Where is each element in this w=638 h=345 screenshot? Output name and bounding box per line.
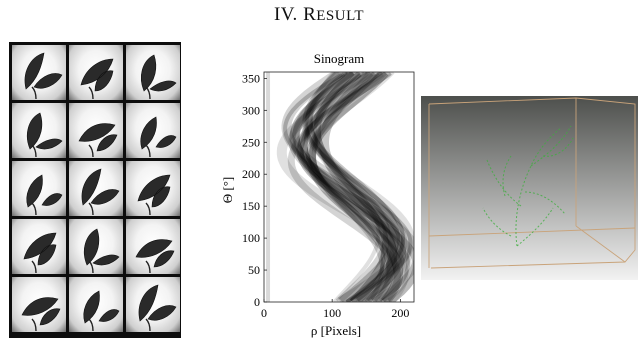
y-tick-label: 350 — [242, 71, 260, 85]
leaf-projection-cell — [12, 45, 66, 100]
leaf-projection-cell — [126, 219, 180, 274]
leaf-projection-cell — [69, 161, 123, 216]
sinogram-band — [287, 72, 402, 302]
leaf-projection-cell — [12, 219, 66, 274]
y-tick-label: 200 — [242, 167, 260, 181]
sinogram-band — [300, 72, 396, 302]
y-axis-ticks: 0 50 100 150 200 250 300 350 — [242, 71, 267, 309]
y-tick-label: 50 — [248, 263, 260, 277]
sinogram-chart: Sinogram 0 50 100 150 200 250 300 350 0 100 200 Θ… — [220, 51, 415, 338]
leaf-projection-cell — [12, 103, 66, 158]
x-tick-label: 100 — [323, 306, 341, 320]
sinogram-band — [276, 72, 413, 302]
bounding-box — [428, 97, 636, 269]
sinogram-band — [288, 72, 414, 302]
leaf-silhouette — [140, 116, 177, 158]
leaf-projection-cell — [12, 277, 66, 332]
leaf-projection-cell — [69, 219, 123, 274]
x-tick-label: 0 — [261, 306, 267, 320]
sinogram-figure: Sinogram 0 50 100 150 200 250 300 350 0 100 200 Θ… — [218, 42, 418, 340]
leaf-silhouette — [26, 174, 63, 216]
section-title-initial: R — [303, 4, 317, 25]
plant-strand — [486, 159, 522, 207]
y-tick-label: 150 — [242, 199, 260, 213]
sinogram-band — [311, 72, 385, 302]
sinogram-streak — [266, 72, 271, 302]
x-axis-ticks: 0 100 200 — [261, 299, 409, 320]
leaf-projection-cell — [69, 103, 123, 158]
sinogram-band — [283, 72, 413, 302]
sinogram-band — [281, 72, 408, 302]
leaf-silhouette — [24, 52, 63, 100]
leaf-projection-cell — [69, 45, 123, 100]
x-tick-label: 200 — [391, 306, 409, 320]
leaf-silhouette — [80, 58, 114, 100]
plot-frame — [263, 71, 415, 303]
plot-background — [264, 72, 414, 302]
leaf-silhouette — [23, 232, 57, 274]
plant-strand — [542, 137, 574, 157]
leaf-projection-cell — [12, 161, 66, 216]
y-axis-label: Θ [°] — [220, 177, 235, 204]
sinogram-band — [308, 72, 394, 302]
plant-strand — [502, 155, 512, 197]
leaf-silhouette — [78, 123, 118, 158]
plant-strand — [515, 127, 562, 247]
chart-title: Sinogram — [314, 51, 365, 66]
sinogram-bands — [266, 72, 414, 302]
sinogram-band — [312, 72, 404, 302]
leaf-projection-cell — [126, 161, 180, 216]
sinogram-band — [305, 72, 391, 302]
plant-strand — [516, 207, 554, 247]
y-tick-label: 100 — [242, 231, 260, 245]
leaf-projection-cell — [126, 45, 180, 100]
volume-render-svg — [421, 96, 638, 280]
y-tick-label: 0 — [254, 295, 260, 309]
plant-strand — [482, 207, 512, 237]
section-number: IV. — [273, 4, 298, 25]
sinogram-band — [313, 72, 389, 302]
leaf-projection-cell — [126, 103, 180, 158]
sinogram-band — [296, 72, 414, 302]
sinogram-band — [303, 72, 386, 302]
sinogram-band — [310, 72, 399, 302]
sinogram-band — [289, 72, 406, 302]
leaf-silhouette — [141, 54, 177, 100]
sinogram-band — [292, 72, 397, 302]
section-heading: IV. RESULT — [0, 4, 638, 26]
leaf-silhouette — [84, 228, 120, 274]
y-tick-label: 250 — [242, 135, 260, 149]
sinogram-band — [302, 72, 400, 302]
sinogram-band — [291, 72, 412, 302]
leaf-silhouette — [138, 284, 177, 332]
plant-strand — [524, 191, 566, 215]
leaf-silhouette — [137, 174, 171, 216]
leaf-silhouette — [135, 239, 175, 274]
volume-render — [421, 96, 638, 280]
sinogram-band — [301, 72, 414, 302]
leaf-projection-cell — [126, 277, 180, 332]
sinogram-band — [319, 72, 398, 302]
section-title-rest: ESULT — [316, 8, 365, 24]
sinogram-band — [306, 72, 404, 302]
leaf-projection-grid — [9, 42, 181, 338]
y-tick-label: 300 — [242, 103, 260, 117]
sinogram-band — [299, 72, 410, 302]
sinogram-band — [304, 72, 406, 302]
leaf-projection-cell — [69, 277, 123, 332]
leaf-silhouette — [83, 290, 120, 332]
sinogram-band — [297, 72, 405, 302]
x-axis-label: ρ [Pixels] — [311, 323, 361, 338]
render-background — [421, 96, 638, 280]
leaf-silhouette — [21, 297, 61, 332]
leaf-silhouette — [27, 112, 63, 158]
sinogram-band — [307, 72, 409, 302]
plant-strand — [530, 125, 572, 167]
sinogram-band — [308, 72, 381, 302]
leaf-silhouette — [81, 168, 120, 216]
plant-point-cloud — [482, 125, 574, 247]
